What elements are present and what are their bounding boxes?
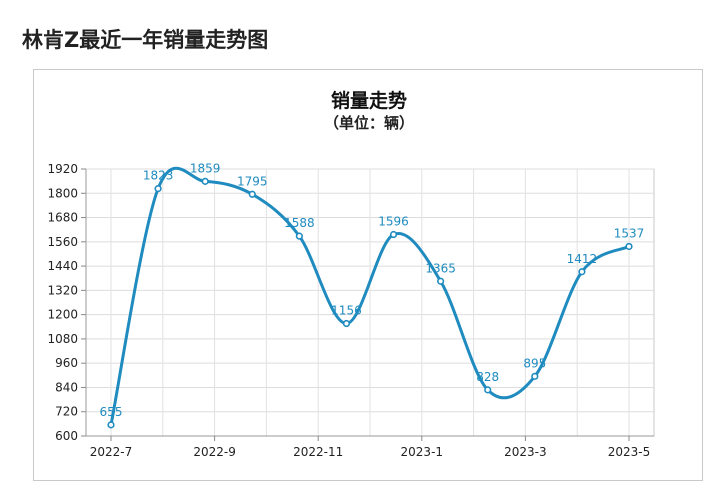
data-point (248, 190, 256, 198)
y-tick-label: 1800 (47, 186, 78, 200)
axis-layer: 600 720 840 960 1080 1200 1320 1440 1560 1680 1800… (47, 162, 654, 459)
data-point (154, 185, 162, 193)
y-tick-label: 1080 (47, 332, 78, 346)
data-point (107, 421, 115, 429)
data-label: 1537 (614, 226, 645, 240)
y-tick-label: 1320 (47, 283, 78, 297)
data-label: 828 (476, 370, 499, 384)
data-label: 1588 (284, 216, 315, 230)
data-label: 895 (523, 356, 546, 370)
data-label: 1823 (143, 169, 174, 183)
page-title: 林肯Z最近一年销量走势图 (22, 28, 269, 52)
data-point (342, 319, 351, 328)
y-tick-label: 1440 (47, 259, 78, 273)
data-point (531, 372, 539, 380)
y-tick-label: 720 (55, 405, 78, 419)
x-tick-label: 2022-11 (293, 445, 343, 459)
data-point (201, 177, 209, 185)
data-label: 1795 (237, 174, 268, 188)
line-chart: 600 720 840 960 1080 1200 1320 1440 1560 1680 1800… (47, 161, 655, 459)
data-label: 1859 (190, 161, 221, 175)
y-tick-label: 1200 (47, 308, 78, 322)
data-point (389, 230, 398, 239)
y-tick-label: 960 (55, 356, 78, 370)
x-tick-label: 2022-7 (90, 445, 133, 459)
y-tick-label: 1560 (47, 235, 78, 249)
x-tick-label: 2023-5 (608, 445, 651, 459)
data-point (295, 232, 303, 240)
x-tick-label: 2022-9 (193, 445, 236, 459)
data-label: 1412 (567, 252, 598, 266)
x-tick-label: 2023-1 (401, 445, 444, 459)
chart-subtitle: （单位：辆） (323, 114, 414, 132)
y-tick-label: 1920 (47, 162, 78, 176)
data-label-layer: 655 1823 1859 1795 1588 1156 1596 1365 828 895 141… (100, 161, 645, 419)
data-label: 1156 (331, 304, 362, 318)
data-point (578, 268, 586, 276)
x-tick-label: 2023-3 (504, 445, 547, 459)
data-label: 655 (100, 405, 123, 419)
data-label: 1596 (378, 215, 409, 229)
data-point (625, 242, 633, 251)
y-tick-label: 600 (55, 429, 78, 443)
chart-title: 销量走势 (330, 90, 407, 112)
data-point (484, 386, 492, 394)
grid-layer (85, 168, 655, 437)
chart-panel: 销量走势 （单位：辆） 600 720 840 960 1080 1200 1320 1440… (33, 69, 703, 481)
y-tick-label: 840 (55, 380, 78, 394)
series-layer (107, 166, 633, 429)
data-point (437, 277, 445, 285)
data-label: 1365 (425, 261, 456, 275)
y-tick-label: 1680 (47, 211, 78, 225)
